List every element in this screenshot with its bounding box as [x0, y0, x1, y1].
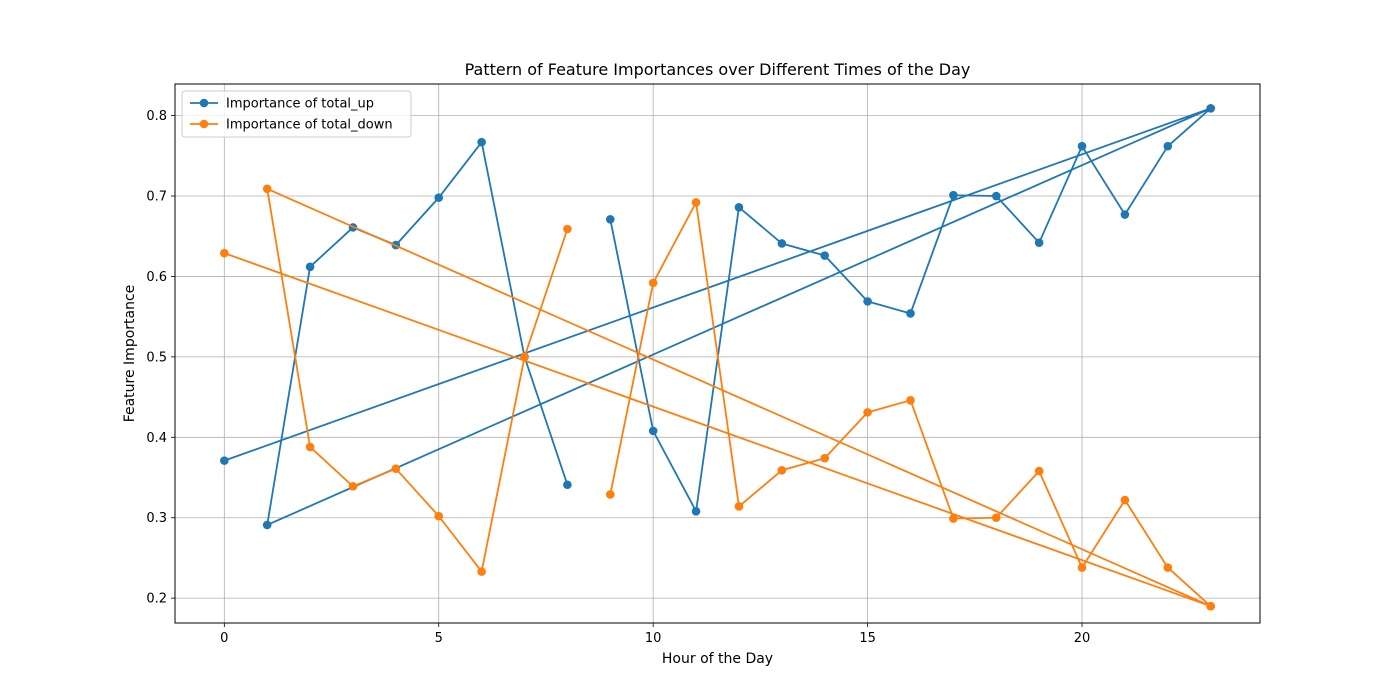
data-point: [1077, 141, 1087, 151]
data-point: [1120, 210, 1130, 219]
data-point: [906, 309, 915, 318]
data-point: [734, 202, 744, 212]
data-point: [563, 224, 572, 234]
y-axis-title: Feature Importance: [122, 285, 138, 423]
data-point: [777, 465, 787, 475]
plot-frame: [174, 83, 1261, 624]
x-tick-label: 15: [859, 631, 876, 646]
data-point: [348, 482, 358, 491]
data-point: [991, 191, 1001, 201]
data-point: [648, 278, 658, 288]
series-layer: [220, 104, 1215, 611]
data-point: [691, 198, 701, 207]
data-point: [262, 184, 272, 194]
data-point: [477, 567, 486, 576]
data-point: [305, 262, 315, 272]
data-point: [605, 215, 615, 224]
grid-layer: [175, 84, 1260, 623]
data-point: [1163, 563, 1173, 572]
data-point: [220, 456, 229, 465]
x-tick-label: 20: [1074, 631, 1091, 646]
y-tick-label: 0.2: [146, 592, 167, 607]
legend: Importance of total_up Importance of tot…: [181, 90, 412, 138]
legend-label: Importance of total_down: [226, 118, 393, 133]
data-point: [434, 511, 444, 521]
data-point: [949, 514, 958, 523]
legend-box: [181, 90, 412, 138]
data-point: [863, 408, 872, 417]
legend-swatch-marker: [199, 119, 209, 129]
data-point: [991, 513, 1001, 523]
data-point: [1206, 601, 1215, 611]
data-point: [777, 239, 787, 248]
x-tick-label: 0: [220, 631, 228, 646]
y-tick-label: 0.8: [146, 109, 167, 124]
data-point: [605, 490, 615, 499]
legend-swatch-marker: [199, 98, 209, 108]
tick-layer: 0 5 10 15 20 0.2 0.3 0.4 0.5 0.6 0.7 0.8: [146, 109, 1090, 646]
data-point: [1034, 466, 1044, 476]
data-point: [1163, 141, 1173, 151]
x-tick-label: 5: [435, 631, 443, 646]
data-point: [820, 251, 830, 260]
data-point: [734, 502, 744, 511]
data-point: [906, 396, 915, 405]
y-tick-label: 0.5: [146, 350, 167, 365]
data-point: [305, 442, 315, 452]
data-point: [220, 248, 229, 258]
data-point: [1120, 495, 1130, 505]
data-point: [1206, 104, 1215, 113]
chart-title: Pattern of Feature Importances over Diff…: [465, 60, 971, 79]
y-tick-label: 0.3: [146, 511, 167, 526]
data-point: [949, 190, 958, 200]
x-tick-label: 10: [645, 631, 662, 646]
data-point: [863, 297, 872, 306]
data-point: [520, 352, 529, 362]
x-axis-title: Hour of the Day: [662, 651, 773, 667]
data-point: [563, 480, 572, 490]
data-point: [648, 426, 658, 436]
y-tick-label: 0.4: [146, 431, 167, 446]
data-point: [434, 193, 444, 202]
data-point: [477, 137, 486, 147]
y-tick-label: 0.6: [146, 270, 167, 285]
data-point: [391, 464, 401, 473]
data-point: [1077, 563, 1087, 572]
legend-label: Importance of total_up: [226, 97, 374, 112]
data-point: [820, 453, 830, 463]
data-point: [691, 506, 701, 516]
data-point: [1034, 238, 1044, 247]
data-point: [262, 520, 272, 530]
y-tick-label: 0.7: [146, 190, 167, 205]
